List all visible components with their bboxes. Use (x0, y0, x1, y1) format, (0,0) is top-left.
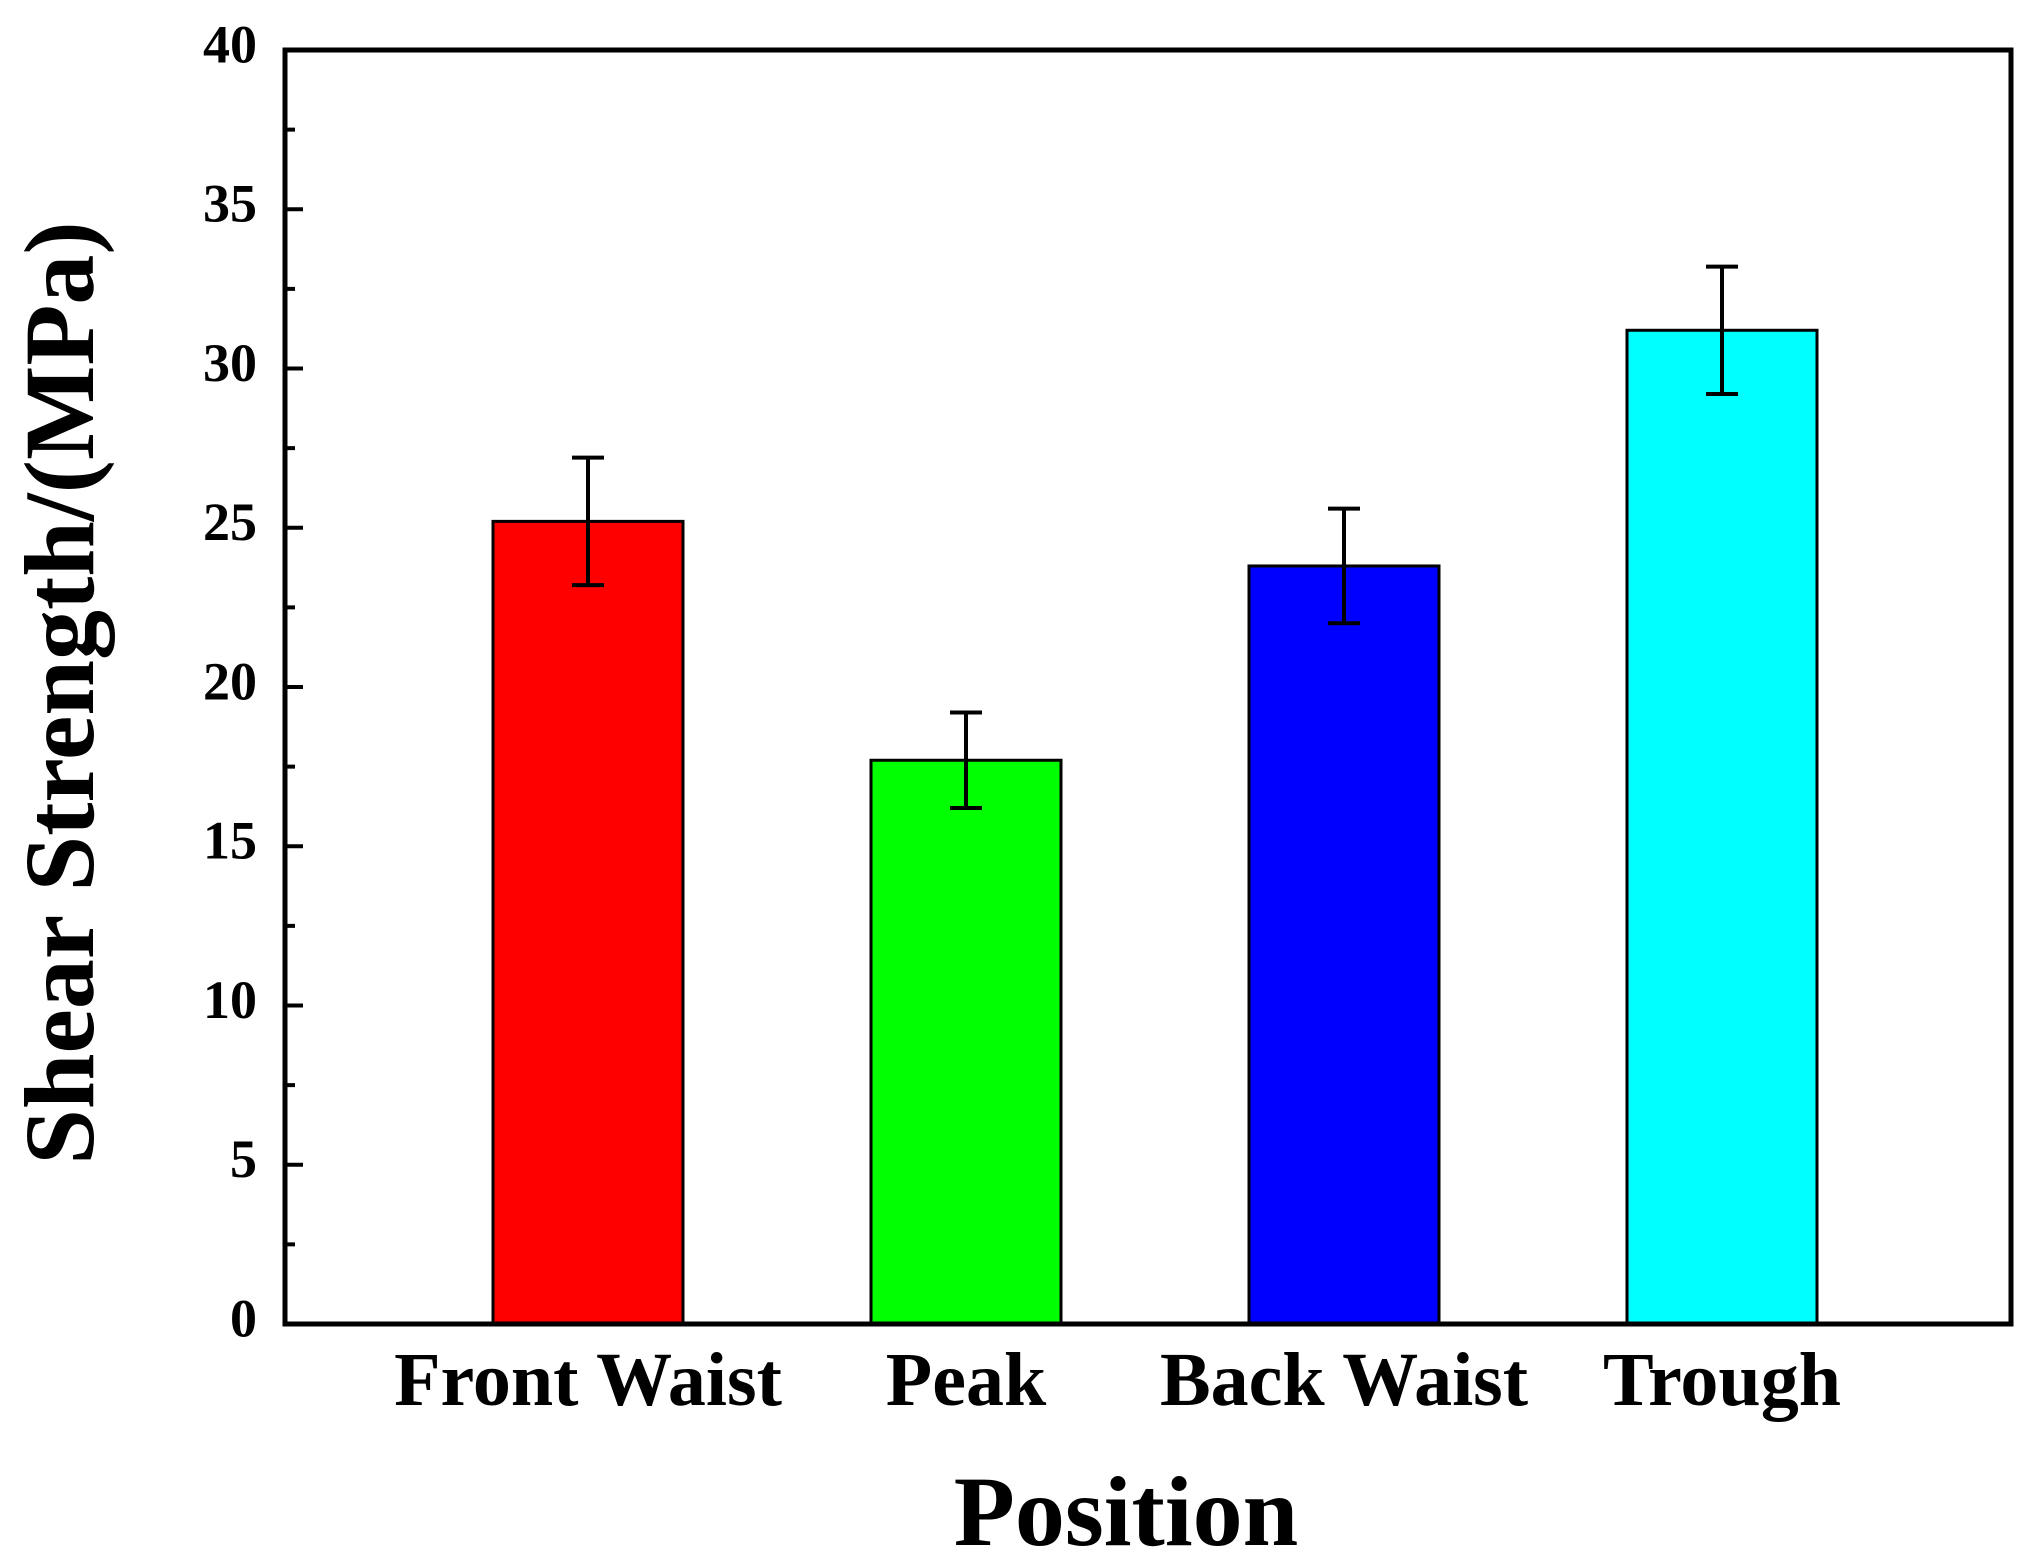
y-tick-label: 5 (230, 1129, 257, 1189)
y-tick-label: 20 (203, 651, 257, 711)
x-tick-label: Peak (886, 1338, 1047, 1422)
x-tick-label: Trough (1603, 1338, 1841, 1422)
bar-peak (869, 758, 1063, 1326)
y-tick-label: 0 (230, 1288, 257, 1348)
y-tick-label: 35 (203, 174, 257, 234)
bar-back-waist (1247, 564, 1441, 1326)
y-tick-label: 25 (203, 492, 257, 552)
error-bars-layer (572, 264, 1738, 811)
x-axis: Front Waist Peak Back Waist Trough (394, 1338, 1841, 1422)
x-tick-label: Front Waist (394, 1338, 782, 1422)
y-tick-label: 30 (203, 333, 257, 393)
y-tick-label: 10 (203, 970, 257, 1030)
x-tick-label: Back Waist (1160, 1338, 1528, 1422)
y-tick-label: 15 (203, 811, 257, 871)
x-axis-title: Position (954, 1456, 1298, 1567)
y-axis-title: Shear Strength/(MPa) (4, 221, 115, 1164)
y-tick-label: 40 (203, 14, 257, 74)
bar-trough (1625, 328, 1819, 1326)
bar-front-waist (491, 519, 685, 1326)
y-axis: 0 5 10 15 20 25 30 35 40 (203, 14, 303, 1348)
bars-layer (491, 328, 1819, 1326)
